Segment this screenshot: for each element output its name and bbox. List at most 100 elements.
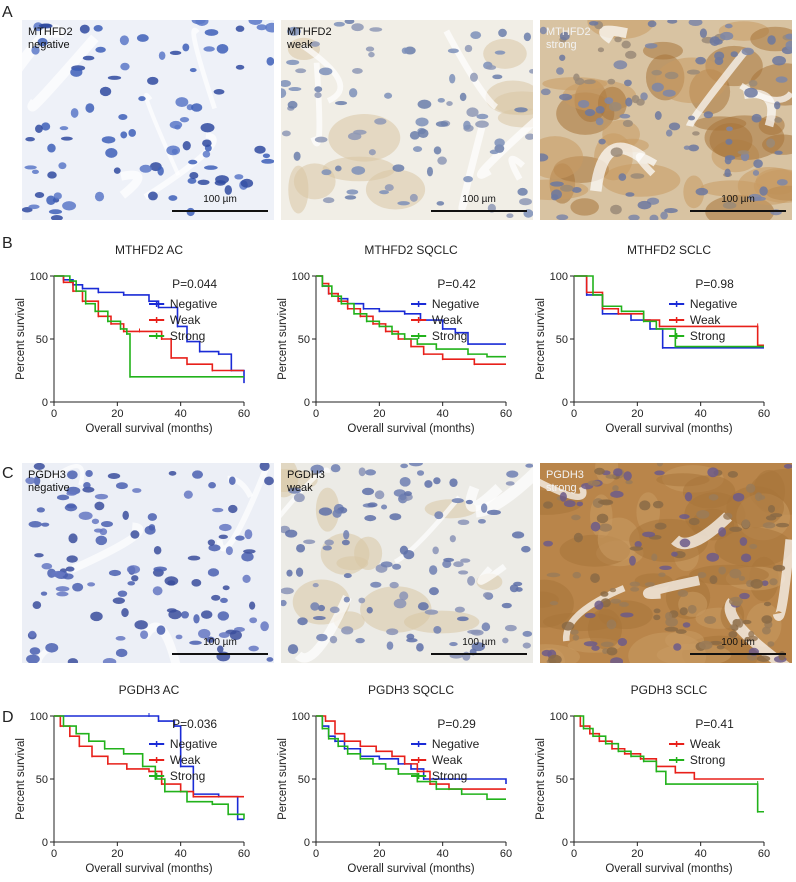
y-tick-label: 100 — [30, 711, 48, 723]
cell-nucleus — [664, 626, 679, 632]
cell-nucleus — [776, 522, 789, 528]
cell-nucleus — [698, 640, 713, 650]
x-axis-label: Overall survival (months) — [605, 863, 732, 875]
cell-nucleus — [426, 166, 434, 177]
cell-nucleus — [662, 89, 676, 97]
cell-nucleus — [573, 532, 583, 543]
cell-nucleus — [87, 582, 96, 587]
legend-label-strong: Strong — [170, 329, 205, 343]
cell-nucleus — [729, 526, 743, 532]
stroma-fiber — [643, 575, 701, 599]
cell-nucleus — [46, 195, 56, 205]
legend-label-negative: Negative — [170, 297, 218, 311]
marker-name: PGDH3 — [28, 469, 66, 481]
cell-nucleus — [682, 622, 691, 628]
cell-nucleus — [697, 571, 707, 579]
cell-nucleus — [183, 490, 193, 499]
survival-curve-strong — [316, 715, 506, 800]
cell-nucleus — [724, 168, 731, 178]
x-axis-label: Overall survival (months) — [347, 423, 474, 435]
stroma-fiber — [671, 512, 733, 550]
cell-nucleus — [265, 22, 274, 33]
cell-nucleus — [139, 164, 152, 173]
cell-nucleus — [219, 523, 232, 532]
x-axis-label: Overall survival (months) — [347, 863, 474, 875]
cell-nucleus — [415, 117, 429, 127]
cell-nucleus — [594, 600, 604, 610]
cell-nucleus — [636, 98, 645, 106]
cell-nucleus — [303, 539, 316, 545]
cell-nucleus — [449, 642, 458, 647]
panel-letter-d: D — [2, 709, 14, 726]
cell-nucleus — [358, 467, 366, 477]
cell-nucleus — [513, 581, 523, 587]
survival-curve-strong — [54, 715, 245, 820]
cell-nucleus — [213, 89, 225, 95]
cell-nucleus — [556, 67, 564, 75]
cell-nucleus — [739, 592, 750, 600]
cell-nucleus — [409, 193, 418, 202]
cell-nucleus — [281, 599, 287, 607]
cell-nucleus — [774, 150, 783, 155]
cell-nucleus — [651, 69, 663, 76]
cell-nucleus — [598, 138, 606, 145]
cell-nucleus — [318, 507, 333, 516]
cell-nucleus — [189, 67, 197, 73]
cell-nucleus — [720, 31, 734, 41]
cell-nucleus — [416, 643, 424, 652]
cell-nucleus — [763, 601, 772, 607]
cell-nucleus — [229, 630, 242, 641]
cell-nucleus — [766, 138, 776, 148]
legend-label-strong: Strong — [690, 753, 725, 767]
km-chart-mthfd2-sqclc: MTHFD2 SQCLC 0 50 100 0 20 40 60 Overall surviva… — [272, 240, 524, 440]
cell-nucleus — [147, 76, 159, 85]
cell-nucleus — [286, 59, 300, 66]
cell-nucleus — [202, 150, 211, 158]
cell-nucleus — [692, 131, 700, 136]
cell-nucleus — [365, 46, 375, 52]
legend-label-strong: Strong — [432, 769, 467, 783]
stroma-fiber — [281, 467, 331, 519]
cell-nucleus — [115, 482, 128, 490]
cell-nucleus — [476, 113, 489, 120]
stain-intensity: negative — [28, 482, 70, 494]
cell-nucleus — [134, 620, 148, 630]
marker-name: PGDH3 — [546, 469, 584, 481]
cell-nucleus — [228, 476, 236, 485]
cell-nucleus — [168, 470, 177, 476]
cell-nucleus — [33, 476, 41, 486]
cell-nucleus — [158, 51, 166, 60]
cell-nucleus — [113, 167, 121, 174]
cell-nucleus — [600, 641, 614, 648]
cell-nucleus — [656, 463, 664, 467]
cell-nucleus — [481, 622, 491, 632]
y-axis-label: Percent survival — [277, 298, 289, 380]
cell-nucleus — [108, 569, 122, 577]
cell-nucleus — [180, 611, 189, 619]
stain-region — [328, 113, 401, 162]
cell-nucleus — [559, 31, 570, 41]
cell-nucleus — [459, 92, 467, 102]
cell-nucleus — [688, 144, 700, 152]
cell-nucleus — [374, 118, 387, 125]
cell-nucleus — [748, 79, 758, 87]
cell-nucleus — [506, 470, 519, 478]
cell-nucleus — [578, 99, 590, 108]
cell-nucleus — [625, 97, 633, 107]
cell-nucleus — [212, 507, 224, 513]
stroma-fiber — [140, 622, 181, 663]
cell-nucleus — [91, 518, 100, 525]
marker-name: MTHFD2 — [287, 26, 332, 38]
cell-nucleus — [729, 624, 737, 630]
cell-nucleus — [346, 189, 359, 195]
cell-nucleus — [32, 601, 42, 609]
cell-nucleus — [148, 524, 156, 531]
cell-nucleus — [341, 539, 350, 546]
cell-nucleus — [634, 541, 642, 548]
cell-nucleus — [26, 654, 40, 663]
cell-nucleus — [406, 633, 415, 640]
cell-nucleus — [723, 512, 733, 520]
cell-nucleus — [449, 535, 456, 543]
cell-nucleus — [561, 621, 575, 631]
cell-nucleus — [25, 477, 36, 485]
